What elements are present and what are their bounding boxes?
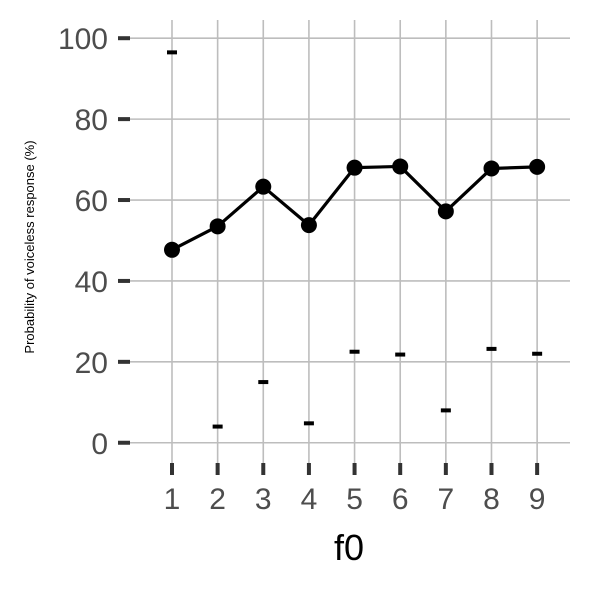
y-tick-label: 0 bbox=[91, 428, 108, 461]
y-tick-label: 80 bbox=[75, 104, 108, 137]
data-point bbox=[392, 158, 409, 175]
x-tick-label: 3 bbox=[255, 483, 272, 516]
y-tick-label: 40 bbox=[75, 266, 108, 299]
x-tick-label: 4 bbox=[301, 483, 318, 516]
x-tick-label: 5 bbox=[346, 483, 363, 516]
data-point bbox=[483, 160, 500, 177]
series-layer bbox=[163, 50, 546, 429]
data-point bbox=[255, 178, 272, 195]
data-point bbox=[346, 159, 363, 176]
x-tick-label: 1 bbox=[164, 483, 181, 516]
x-tick-label: 7 bbox=[438, 483, 455, 516]
data-point bbox=[529, 158, 546, 175]
data-point bbox=[300, 217, 317, 234]
grid bbox=[130, 20, 570, 465]
y-axis: 0 20 40 60 80 100 bbox=[58, 23, 130, 461]
y-tick-label: 60 bbox=[75, 185, 108, 218]
data-point bbox=[163, 241, 180, 258]
x-axis-title: f0 bbox=[334, 527, 364, 568]
x-tick-label: 2 bbox=[209, 483, 226, 516]
x-tick-label: 9 bbox=[529, 483, 546, 516]
x-tick-label: 6 bbox=[392, 483, 409, 516]
y-tick-label: 100 bbox=[58, 23, 108, 56]
data-point bbox=[209, 218, 226, 235]
data-point bbox=[437, 203, 454, 220]
x-tick-label: 8 bbox=[483, 483, 500, 516]
y-tick-label: 20 bbox=[75, 347, 108, 380]
y-axis-title: Probability of voiceless response (%) bbox=[22, 140, 37, 353]
